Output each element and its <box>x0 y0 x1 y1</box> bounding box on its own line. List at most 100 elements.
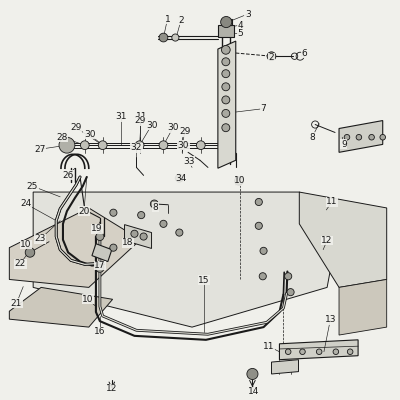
Text: 31: 31 <box>115 112 126 121</box>
Text: 7: 7 <box>261 104 266 113</box>
Text: 2: 2 <box>269 53 274 62</box>
Circle shape <box>380 134 386 140</box>
Text: 19: 19 <box>91 224 102 233</box>
Circle shape <box>300 349 305 354</box>
Polygon shape <box>9 287 113 327</box>
Text: 30: 30 <box>167 123 179 132</box>
Circle shape <box>369 134 374 140</box>
Text: 20: 20 <box>78 207 90 216</box>
Text: 4: 4 <box>238 21 243 30</box>
Circle shape <box>267 52 276 60</box>
Text: 12: 12 <box>106 384 118 393</box>
Text: 11: 11 <box>136 112 147 121</box>
Polygon shape <box>124 225 152 248</box>
Polygon shape <box>280 340 358 360</box>
Circle shape <box>160 220 167 228</box>
Circle shape <box>98 141 107 150</box>
Polygon shape <box>339 280 387 335</box>
Circle shape <box>222 46 230 54</box>
Text: 17: 17 <box>94 261 106 270</box>
Text: 25: 25 <box>27 182 38 190</box>
Circle shape <box>110 209 117 216</box>
Text: 10: 10 <box>82 295 94 304</box>
Circle shape <box>159 33 168 42</box>
Text: 28: 28 <box>56 133 68 142</box>
Polygon shape <box>299 192 387 287</box>
Circle shape <box>222 58 230 66</box>
Text: 32: 32 <box>131 143 142 152</box>
Circle shape <box>347 349 353 354</box>
Text: 30: 30 <box>178 141 189 150</box>
Circle shape <box>96 232 104 240</box>
Polygon shape <box>92 244 112 262</box>
Text: 33: 33 <box>183 156 195 166</box>
Circle shape <box>285 273 292 280</box>
Text: 30: 30 <box>84 130 95 139</box>
Text: 10: 10 <box>234 176 246 186</box>
Circle shape <box>356 134 362 140</box>
Circle shape <box>344 134 350 140</box>
Text: 29: 29 <box>134 116 145 125</box>
Text: 9: 9 <box>341 140 347 149</box>
Text: 11: 11 <box>326 198 338 206</box>
Text: 5: 5 <box>238 29 243 38</box>
Text: 26: 26 <box>62 171 74 180</box>
Circle shape <box>222 70 230 78</box>
Circle shape <box>159 141 168 150</box>
Circle shape <box>131 230 138 237</box>
Text: 13: 13 <box>324 316 336 324</box>
Text: 21: 21 <box>11 299 22 308</box>
Text: 16: 16 <box>94 327 106 336</box>
Circle shape <box>175 174 183 182</box>
Circle shape <box>59 137 75 153</box>
Circle shape <box>176 229 183 236</box>
Text: 23: 23 <box>35 234 46 244</box>
Text: 2: 2 <box>178 16 184 25</box>
Circle shape <box>255 198 262 206</box>
Circle shape <box>259 273 266 280</box>
Circle shape <box>316 349 322 354</box>
Circle shape <box>178 141 186 150</box>
Text: 12: 12 <box>322 236 333 245</box>
Text: 1: 1 <box>164 15 170 24</box>
Text: 14: 14 <box>248 387 259 396</box>
Polygon shape <box>272 360 298 374</box>
Text: 22: 22 <box>15 259 26 268</box>
Circle shape <box>196 141 205 150</box>
Text: 15: 15 <box>198 276 210 285</box>
Circle shape <box>138 212 145 219</box>
Circle shape <box>172 34 179 41</box>
Polygon shape <box>33 192 339 327</box>
Text: 11: 11 <box>262 342 274 351</box>
Circle shape <box>96 264 104 272</box>
Text: 24: 24 <box>20 200 32 208</box>
Circle shape <box>135 141 144 150</box>
Text: 27: 27 <box>35 145 46 154</box>
Circle shape <box>333 349 339 354</box>
Text: 18: 18 <box>122 238 134 247</box>
Circle shape <box>222 110 230 117</box>
Text: 6: 6 <box>301 48 307 58</box>
Circle shape <box>222 83 230 91</box>
Text: 34: 34 <box>175 174 187 183</box>
Circle shape <box>222 96 230 104</box>
Circle shape <box>255 222 262 229</box>
Circle shape <box>286 349 291 354</box>
Circle shape <box>287 288 294 296</box>
Circle shape <box>25 248 35 257</box>
Text: 3: 3 <box>245 10 250 18</box>
Text: 29: 29 <box>179 127 190 136</box>
Circle shape <box>150 200 158 208</box>
Polygon shape <box>218 25 234 37</box>
Circle shape <box>140 233 147 240</box>
Text: 30: 30 <box>146 121 157 130</box>
Text: 8: 8 <box>309 133 315 142</box>
Text: 29: 29 <box>70 123 82 132</box>
Circle shape <box>221 16 232 28</box>
Circle shape <box>236 177 243 184</box>
Polygon shape <box>221 19 232 25</box>
Polygon shape <box>339 120 383 152</box>
Circle shape <box>260 247 267 254</box>
Circle shape <box>222 124 230 132</box>
Circle shape <box>234 176 243 185</box>
